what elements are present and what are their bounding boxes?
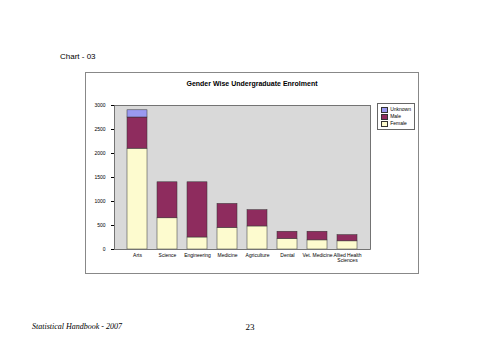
svg-text:Dental: Dental (280, 252, 294, 258)
html-text:Male: Male (390, 113, 401, 119)
html-text:Unknown: Unknown (390, 106, 411, 112)
svg-text:Medicine: Medicine (217, 252, 237, 258)
svg-text:1500: 1500 (94, 174, 105, 180)
svg-text:Agriculture: Agriculture (246, 252, 270, 258)
svg-text:Vet. Medicine: Vet. Medicine (302, 252, 332, 258)
svg-text:Science: Science (159, 252, 177, 258)
svg-text:500: 500 (97, 222, 106, 228)
svg-text:1000: 1000 (94, 198, 105, 204)
svg-text:Arts: Arts (133, 252, 142, 258)
svg-text:Engineering: Engineering (184, 252, 211, 258)
svg-text:Allied HealthSciences: Allied HealthSciences (333, 252, 361, 263)
html-text:Gender Wise Undergraduate Enro: Gender Wise Undergraduate Enrolment (186, 80, 318, 87)
svg-text:3000: 3000 (94, 102, 105, 108)
html-text:Female: Female (390, 120, 407, 126)
html-text:Statistical Handbook - 2007: Statistical Handbook - 2007 (32, 322, 122, 331)
html-text:Chart - 03: Chart - 03 (60, 52, 96, 61)
svg-text:2500: 2500 (94, 126, 105, 132)
svg-text:2000: 2000 (94, 150, 105, 156)
html-text:23: 23 (245, 322, 255, 332)
svg-text:0: 0 (103, 246, 106, 252)
